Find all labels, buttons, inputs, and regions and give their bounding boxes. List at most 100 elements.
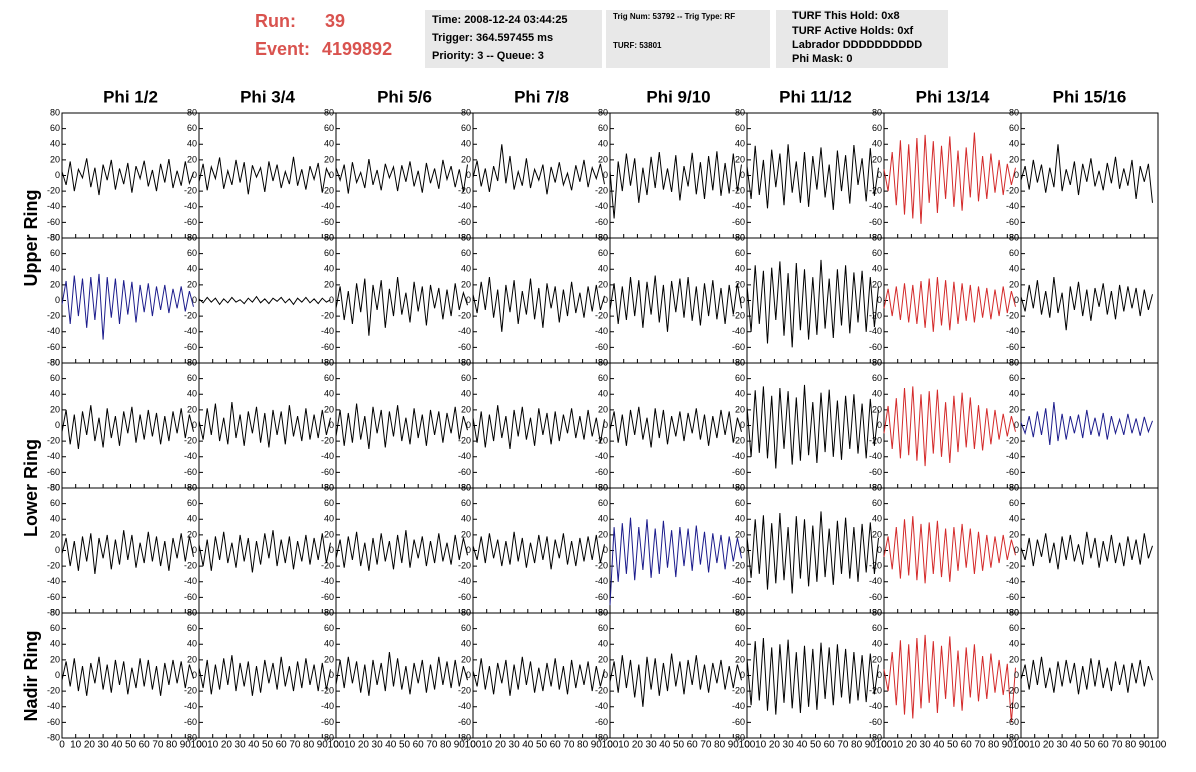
- y-tick-label: -40: [1006, 451, 1019, 461]
- y-tick-label: -60: [595, 342, 608, 352]
- column-title: Phi 7/8: [514, 87, 569, 106]
- y-tick-label: 80: [461, 482, 471, 492]
- waveform: [61, 158, 194, 196]
- waveform: [335, 530, 468, 571]
- panel-frame: [746, 237, 885, 364]
- y-tick-label: -80: [869, 357, 882, 367]
- y-tick-label: 80: [50, 482, 60, 492]
- x-tick-label: 20: [769, 740, 781, 751]
- y-tick-label: -60: [595, 717, 608, 727]
- x-tick-label: 60: [550, 740, 562, 751]
- y-tick-label: -80: [184, 357, 197, 367]
- info-line: Priority: 3 -- Queue: 3: [432, 50, 544, 62]
- y-tick-label: 0: [740, 420, 745, 430]
- y-tick-label: 60: [50, 248, 60, 258]
- y-tick-label: 0: [877, 545, 882, 555]
- x-tick-label: 90: [180, 740, 192, 751]
- y-tick-label: -60: [595, 217, 608, 227]
- x-tick-label: 0: [1018, 740, 1024, 751]
- x-tick-label: 70: [700, 740, 712, 751]
- x-tick-label: 40: [1070, 740, 1082, 751]
- info-line: Phi Mask: 0: [792, 53, 853, 65]
- y-tick-label: 40: [50, 139, 60, 149]
- x-tick-label: 0: [607, 740, 613, 751]
- y-tick-label: 60: [461, 248, 471, 258]
- panel-frame: [609, 612, 748, 739]
- y-tick-label: 0: [1014, 170, 1019, 180]
- y-tick-label: 0: [740, 670, 745, 680]
- y-tick-label: 60: [461, 623, 471, 633]
- y-tick-label: 0: [192, 295, 197, 305]
- y-tick-label: 20: [187, 654, 197, 664]
- y-tick-label: -20: [47, 561, 60, 571]
- y-tick-label: 40: [187, 264, 197, 274]
- y-tick-label: 20: [50, 154, 60, 164]
- x-tick-label: 0: [744, 740, 750, 751]
- y-tick-label: 0: [192, 170, 197, 180]
- x-tick-label: 90: [1002, 740, 1014, 751]
- y-tick-label: 60: [1009, 248, 1019, 258]
- info-line: Trig Num: 53792 -- Trig Type: RF: [613, 12, 735, 21]
- y-tick-label: -80: [595, 732, 608, 742]
- y-tick-label: 80: [1009, 607, 1019, 617]
- y-tick-label: -40: [595, 451, 608, 461]
- x-tick-label: 30: [920, 740, 932, 751]
- y-tick-label: -20: [1006, 186, 1019, 196]
- panel-frame: [746, 487, 885, 614]
- y-tick-label: 0: [603, 170, 608, 180]
- y-tick-label: 0: [466, 545, 471, 555]
- x-tick-label: 40: [933, 740, 945, 751]
- y-tick-label: 40: [735, 639, 745, 649]
- x-tick-label: 0: [333, 740, 339, 751]
- y-tick-label: -20: [595, 186, 608, 196]
- y-tick-label: 0: [55, 670, 60, 680]
- y-tick-label: -80: [47, 232, 60, 242]
- waveform: [61, 656, 194, 696]
- y-tick-label: 40: [735, 264, 745, 274]
- y-tick-label: -40: [184, 201, 197, 211]
- waveform: [609, 406, 742, 448]
- y-tick-label: 40: [872, 389, 882, 399]
- y-tick-label: 80: [1009, 482, 1019, 492]
- info-line: TURF This Hold: 0x8: [792, 10, 900, 22]
- y-tick-label: -60: [47, 717, 60, 727]
- x-tick-label: 50: [536, 740, 548, 751]
- x-tick-label: 10: [344, 740, 356, 751]
- x-tick-label: 10: [892, 740, 904, 751]
- y-tick-label: 40: [461, 264, 471, 274]
- y-tick-label: -80: [732, 232, 745, 242]
- y-tick-label: 80: [735, 482, 745, 492]
- y-tick-label: -80: [869, 482, 882, 492]
- y-tick-label: -80: [1006, 732, 1019, 742]
- y-tick-label: 80: [50, 107, 60, 117]
- y-tick-label: -20: [732, 436, 745, 446]
- y-tick-label: 40: [872, 139, 882, 149]
- y-tick-label: 20: [461, 404, 471, 414]
- y-tick-label: -60: [47, 592, 60, 602]
- waveform: [61, 273, 194, 340]
- y-tick-label: 60: [735, 123, 745, 133]
- x-tick-label: 90: [454, 740, 466, 751]
- y-tick-label: 20: [598, 529, 608, 539]
- y-tick-label: -20: [184, 561, 197, 571]
- y-tick-label: -60: [595, 592, 608, 602]
- x-tick-label: 50: [1084, 740, 1096, 751]
- y-tick-label: -60: [458, 217, 471, 227]
- y-tick-label: 0: [466, 170, 471, 180]
- y-tick-label: 60: [461, 498, 471, 508]
- y-tick-label: 40: [735, 139, 745, 149]
- x-tick-label: 60: [276, 740, 288, 751]
- y-tick-label: -40: [732, 701, 745, 711]
- x-tick-label: 10: [1029, 740, 1041, 751]
- x-tick-label: 70: [837, 740, 849, 751]
- y-tick-label: 20: [735, 279, 745, 289]
- y-tick-label: 20: [324, 279, 334, 289]
- y-tick-label: -80: [869, 232, 882, 242]
- y-tick-label: 0: [329, 295, 334, 305]
- y-tick-label: 60: [1009, 623, 1019, 633]
- y-tick-label: 80: [324, 357, 334, 367]
- y-tick-label: -20: [732, 686, 745, 696]
- y-tick-label: -80: [595, 357, 608, 367]
- y-tick-label: -20: [184, 686, 197, 696]
- y-tick-label: -60: [1006, 342, 1019, 352]
